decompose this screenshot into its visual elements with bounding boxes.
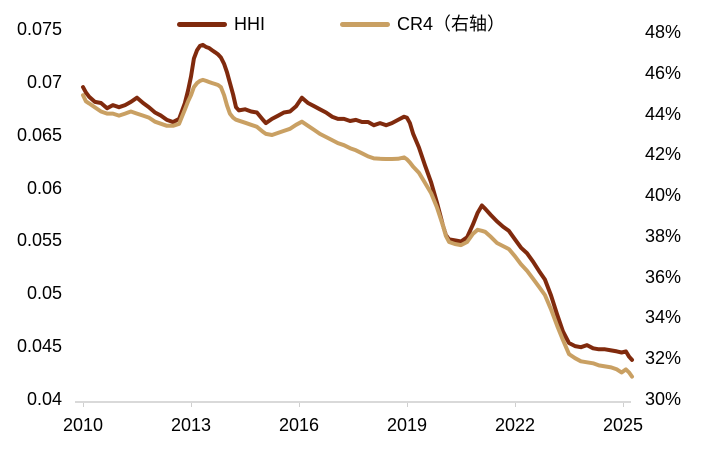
cr4-line: [81, 77, 634, 379]
left-axis-label: 0.07: [26, 71, 62, 92]
x-axis-tick: [83, 403, 84, 407]
legend-label-cr4: CR4（右轴）: [397, 14, 506, 34]
right-axis-label: 30%: [645, 389, 682, 409]
right-axis-label: 38%: [645, 225, 682, 246]
x-axis-tick: [623, 403, 624, 407]
x-axis-label: 2022: [494, 415, 536, 435]
left-axis-label: 0.065: [16, 124, 62, 145]
left-axis-label: 0.045: [16, 336, 62, 357]
x-axis-label: 2013: [170, 415, 212, 435]
x-axis-tick: [299, 403, 300, 407]
left-axis-label: 0.05: [26, 283, 62, 304]
left-axis-label: 0.06: [26, 177, 62, 198]
x-axis-label: 2016: [278, 415, 320, 435]
legend-label-hhi: HHI: [234, 14, 265, 34]
x-axis-label: 2025: [602, 415, 644, 435]
legend-item-hhi: HHI: [177, 14, 265, 34]
x-axis-tick: [407, 403, 408, 407]
legend: HHI CR4（右轴）: [0, 0, 722, 40]
hhi-line-swatch: [177, 21, 227, 27]
x-axis-line: [75, 401, 631, 403]
right-axis-label: 40%: [645, 185, 682, 206]
left-axis-label: 0.075: [16, 19, 62, 39]
right-axis-label: 48%: [645, 22, 682, 42]
right-axis-label: 44%: [645, 103, 682, 124]
cr4-line-swatch: [340, 21, 390, 27]
x-axis-tick: [515, 403, 516, 407]
left-axis-label: 0.055: [16, 230, 62, 251]
right-axis-label: 46%: [645, 62, 682, 83]
right-axis-label: 42%: [645, 144, 682, 165]
x-axis-tick: [191, 403, 192, 407]
right-axis-label: 34%: [645, 307, 682, 328]
legend-item-cr4: CR4（右轴）: [340, 14, 505, 34]
hhi-line: [81, 42, 634, 362]
x-axis-label: 2010: [62, 415, 104, 435]
right-axis-label: 36%: [645, 266, 682, 287]
left-axis-label: 0.04: [26, 389, 62, 409]
right-axis-label: 32%: [645, 348, 682, 369]
x-axis-label: 2019: [386, 415, 428, 435]
